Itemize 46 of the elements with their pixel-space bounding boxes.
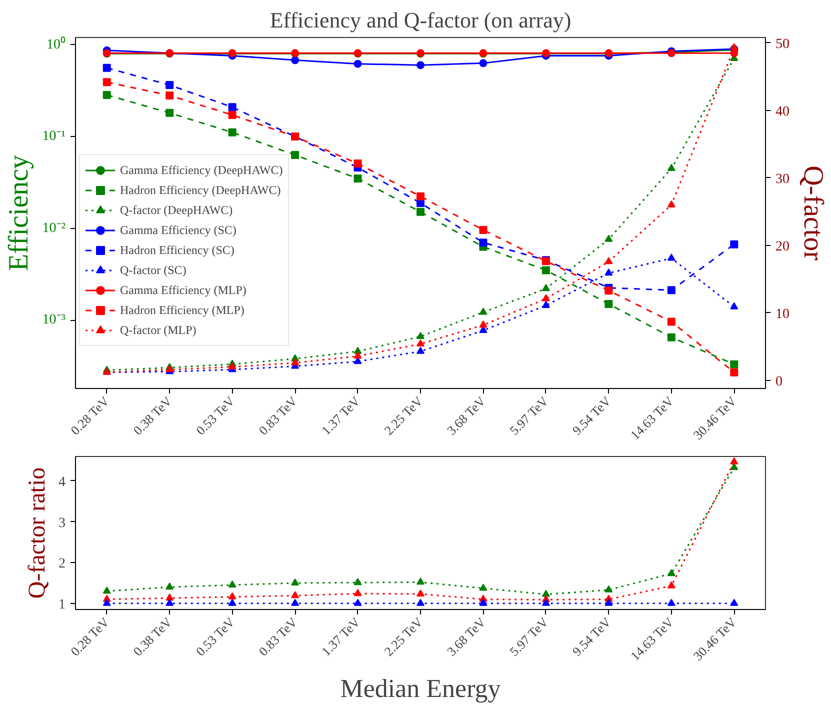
x-tick-label: 1.37 TeV — [318, 614, 364, 659]
legend-label: Q-factor (DeepHAWC) — [120, 202, 233, 218]
x-tick-label: 9.54 TeV — [569, 614, 614, 659]
y2-tick-label: 30 — [776, 172, 790, 187]
x-tick-label: 0.38 TeV — [130, 392, 176, 438]
legend-label: Hadron Efficiency (SC) — [120, 242, 234, 258]
legend-label: Gamma Efficiency (DeepHAWC) — [120, 162, 283, 178]
x-tick-label: 3.68 TeV — [444, 614, 489, 659]
x-tick-label: 0.28 TeV — [67, 392, 112, 438]
x-tick-label: 0.53 TeV — [192, 392, 238, 438]
x-tick-label: 2.25 TeV — [381, 392, 426, 438]
x-tick-label: 9.54 TeV — [569, 392, 614, 438]
y-tick-label: 3 — [58, 516, 66, 531]
x-tick-label: 0.28 TeV — [67, 614, 112, 659]
x-tick-label: 5.97 TeV — [506, 614, 552, 659]
y-axis-title: Q-factor ratio — [24, 467, 50, 599]
x-tick-label: 0.83 TeV — [256, 614, 301, 659]
y-tick-label: 2 — [58, 556, 66, 572]
x-tick-label: 0.83 TeV — [256, 392, 301, 438]
y2-tick-label: 0 — [776, 374, 782, 390]
legend-label: Gamma Efficiency (SC) — [120, 222, 236, 238]
y-tick-label: 10⁻² — [42, 220, 66, 236]
y2-tick-label: 40 — [776, 104, 790, 120]
y-tick-label: 10⁻¹ — [42, 129, 66, 144]
y-axis-title: Efficiency — [3, 154, 34, 272]
y2-tick-label: 10 — [776, 306, 790, 322]
legend-label: Gamma Efficiency (MLP) — [120, 282, 246, 298]
y2-tick-label: 20 — [776, 239, 790, 254]
legend-label: Q-factor (MLP) — [120, 322, 196, 338]
x-tick-label: 5.97 TeV — [506, 392, 552, 438]
x-tick-label: 2.25 TeV — [381, 614, 426, 659]
y-tick-label: 10⁻³ — [42, 312, 66, 328]
x-axis-title: Median Energy — [340, 674, 501, 703]
y-tick-label: 4 — [58, 474, 66, 490]
legend-label: Q-factor (SC) — [120, 262, 186, 278]
y-tick-label: 1 — [58, 597, 66, 612]
y2-axis-title: Q-factor — [798, 166, 828, 262]
y-tick-label: 10⁰ — [46, 36, 66, 52]
y2-tick-label: 50 — [776, 36, 790, 52]
legend-label: Hadron Efficiency (MLP) — [120, 302, 244, 318]
x-tick-label: 1.37 TeV — [318, 392, 364, 438]
x-tick-label: 0.53 TeV — [192, 614, 238, 659]
chart-title: Efficiency and Q-factor (on array) — [270, 8, 572, 32]
x-tick-label: 3.68 TeV — [444, 392, 489, 438]
x-tick-label: 0.38 TeV — [130, 614, 176, 659]
legend-label: Hadron Efficiency (DeepHAWC) — [120, 182, 281, 198]
